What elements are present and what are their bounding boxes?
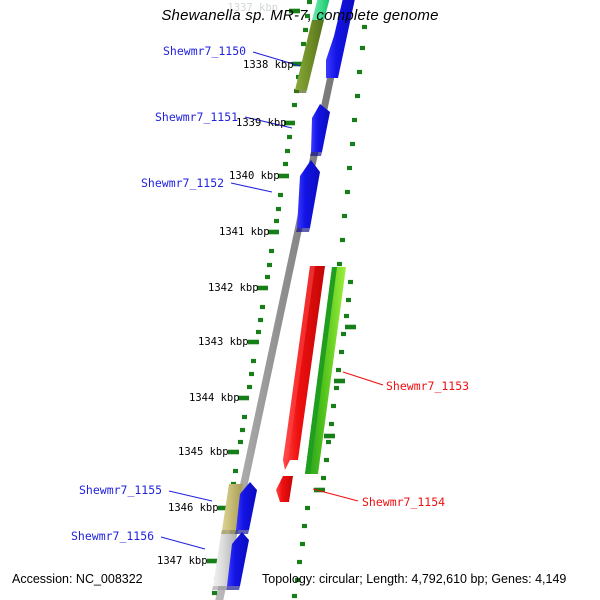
gene-label-Shewmr7_1153: Shewmr7_1153 bbox=[386, 379, 469, 393]
tick-label-1338: 1338 kbp bbox=[243, 59, 294, 71]
tick-label-1341: 1341 kbp bbox=[219, 226, 270, 238]
leader-line-Shewmr7_1156 bbox=[160, 536, 206, 550]
gene-label-Shewmr7_1155: Shewmr7_1155 bbox=[79, 483, 162, 497]
axis-tick-labels: 1337 kbp 1338 kbp 1339 kbp 1340 kbp 1341… bbox=[157, 2, 294, 567]
gene-feature-Shewmr7_1154[interactable] bbox=[276, 266, 325, 502]
leader-line-Shewmr7_1153 bbox=[342, 371, 384, 386]
page-title: Shewanella sp. MR-7, complete genome bbox=[161, 7, 439, 24]
gene-feature-Shewmr7_1156[interactable] bbox=[212, 534, 235, 590]
genome-summary-text: Topology: circular; Length: 4,792,610 bp… bbox=[262, 572, 567, 586]
gene-feature-Shewmr7_1152[interactable] bbox=[296, 160, 320, 232]
gene-label-Shewmr7_1151: Shewmr7_1151 bbox=[155, 110, 238, 124]
gene-label-Shewmr7_1154: Shewmr7_1154 bbox=[362, 495, 445, 509]
axis-tick-rail bbox=[207, 0, 367, 599]
gene-labels[interactable]: Shewmr7_1150 Shewmr7_1151 Shewmr7_1152 S… bbox=[71, 44, 469, 543]
tick-label-1343: 1343 kbp bbox=[198, 336, 249, 348]
tick-label-1346: 1346 kbp bbox=[168, 502, 219, 514]
leader-line-Shewmr7_1151 bbox=[244, 116, 293, 129]
tick-label-1337: 1337 kbp bbox=[227, 2, 278, 14]
tick-label-1345: 1345 kbp bbox=[178, 446, 229, 458]
tick-label-1342: 1342 kbp bbox=[208, 282, 259, 294]
accession-text: Accession: NC_008322 bbox=[12, 572, 143, 586]
tick-label-1339: 1339 kbp bbox=[236, 117, 287, 129]
tick-label-1347: 1347 kbp bbox=[157, 555, 208, 567]
leader-line-Shewmr7_1150 bbox=[252, 51, 301, 67]
gene-label-Shewmr7_1152: Shewmr7_1152 bbox=[141, 176, 224, 190]
leader-line-Shewmr7_1152 bbox=[230, 182, 273, 193]
gene-feature-Shewmr7_1153[interactable] bbox=[305, 267, 346, 474]
leader-line-Shewmr7_1155 bbox=[168, 490, 213, 502]
gene-feature-Shewmr7_1151[interactable] bbox=[310, 104, 330, 156]
leader-lines bbox=[160, 51, 384, 550]
gene-feature-top-blue-arrow[interactable] bbox=[326, 0, 356, 78]
leader-line-Shewmr7_1154 bbox=[312, 488, 359, 502]
gene-label-Shewmr7_1156: Shewmr7_1156 bbox=[71, 529, 154, 543]
tick-label-1344: 1344 kbp bbox=[189, 392, 240, 404]
gene-label-Shewmr7_1150: Shewmr7_1150 bbox=[163, 44, 246, 58]
tick-label-1340: 1340 kbp bbox=[229, 170, 280, 182]
gene-feature-Shewmr7_1150[interactable] bbox=[294, 0, 331, 93]
gene-feature-1156-blue-arrow[interactable] bbox=[226, 532, 249, 590]
